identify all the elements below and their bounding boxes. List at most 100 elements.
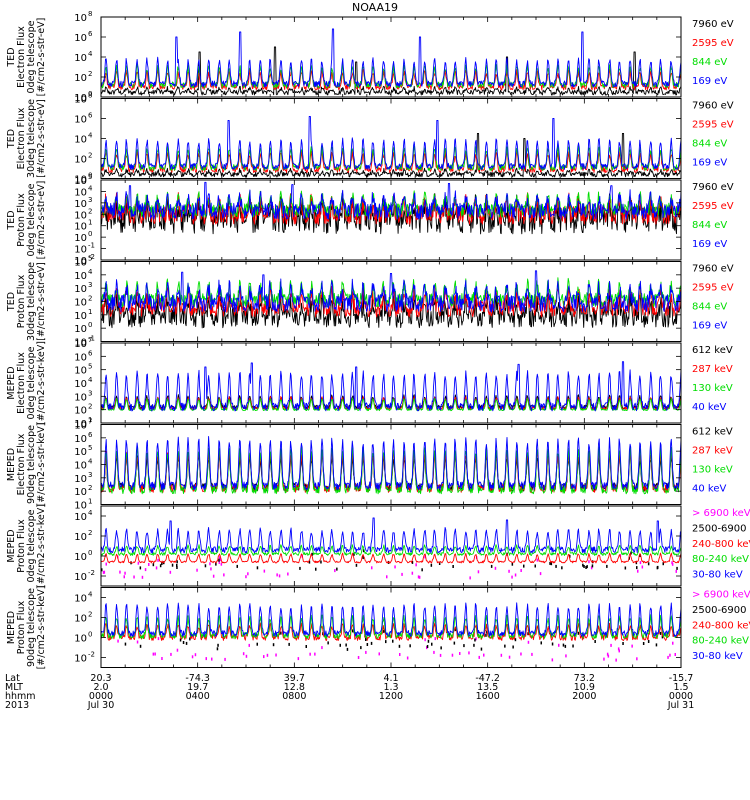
series-point: [176, 648, 179, 652]
series-point: [622, 642, 624, 645]
series-point: [215, 562, 217, 566]
y-tick-label: 10: [74, 552, 87, 563]
series-point: [297, 657, 300, 661]
series-point: [136, 640, 139, 644]
series-point: [119, 570, 121, 574]
y-axis-label: 0deg telescope: [26, 183, 37, 256]
x-tick-label: 0800: [282, 691, 306, 702]
series-point: [586, 565, 588, 569]
series-point: [141, 575, 144, 579]
series-point: [630, 551, 632, 555]
series-point: [440, 646, 442, 650]
series-point: [551, 642, 554, 646]
series-line: [101, 517, 681, 554]
legend-entry: 2595 eV: [692, 201, 734, 212]
series-point: [311, 552, 313, 556]
y-tick-exponent: 2: [88, 70, 92, 78]
x-tick-label: 1600: [476, 691, 500, 702]
y-tick-exponent: 0: [88, 631, 92, 639]
series-point: [454, 628, 457, 632]
legend-entry: 844 eV: [692, 220, 727, 231]
series-point: [370, 641, 373, 645]
y-axis-label: [#/cm2-s-str-keV]: [36, 504, 47, 588]
y-tick-label: 10: [74, 654, 87, 665]
y-axis-label: 0deg telescope: [26, 20, 37, 93]
series-point: [204, 564, 207, 568]
y-tick-label: 10: [74, 474, 87, 485]
x-tick-label: 2.0: [93, 682, 108, 693]
series-point: [606, 564, 608, 568]
legend-entry: 169 eV: [692, 239, 727, 250]
y-tick-exponent: 2: [88, 152, 92, 160]
series-point: [561, 566, 563, 570]
panel-traces: [101, 361, 681, 412]
y-axis-label: Proton Flux: [16, 519, 27, 573]
y-tick-exponent: 3: [88, 389, 92, 397]
legend-entry: 80-240 keV: [692, 554, 749, 565]
legend-entry: 287 keV: [692, 446, 733, 457]
series-point: [426, 645, 429, 648]
series-point: [266, 653, 269, 657]
legend-entry: 30-80 keV: [692, 651, 743, 662]
x-tick-label: 20.3: [90, 673, 111, 684]
chart-title: NOAA19: [352, 1, 398, 14]
series-point: [124, 642, 127, 646]
series-point: [475, 637, 477, 641]
x-axis-row-label: Lat: [5, 673, 20, 684]
series-point: [287, 572, 289, 576]
y-axis-label: Electron Flux: [16, 26, 27, 88]
y-axis-label: Electron Flux: [16, 107, 27, 169]
y-tick-label: 10: [74, 135, 87, 146]
y-tick-label: 10: [74, 199, 87, 210]
series-point: [209, 562, 211, 566]
series-point: [624, 566, 627, 570]
y-tick-label: 10: [74, 284, 87, 295]
series-point: [453, 641, 456, 645]
y-axis-label: MEPED: [6, 611, 17, 644]
y-tick-label: 10: [74, 352, 87, 363]
series-point: [647, 640, 650, 643]
series-point: [157, 558, 159, 562]
series-point: [360, 646, 362, 650]
series-point: [662, 562, 664, 566]
series-point: [610, 643, 612, 647]
y-tick-label: 10: [74, 245, 87, 256]
y-tick-label: 10: [74, 419, 87, 430]
series-point: [549, 561, 551, 565]
panel-frame: [100, 424, 682, 505]
series-point: [218, 558, 220, 562]
x-tick-label: 1.3: [383, 682, 398, 693]
series-point: [647, 562, 650, 566]
series-point: [217, 643, 219, 647]
series-point: [124, 571, 126, 575]
series-point: [247, 572, 249, 576]
series-point: [511, 562, 514, 566]
x-tick-label: 39.7: [284, 673, 305, 684]
series-point: [309, 652, 311, 656]
series-point: [641, 565, 644, 569]
series-line: [101, 397, 681, 412]
series-point: [659, 631, 662, 635]
series-point: [327, 641, 329, 645]
y-tick-exponent: 7: [88, 418, 92, 426]
y-tick-label: 10: [74, 434, 87, 445]
series-point: [565, 654, 567, 658]
series-point: [480, 647, 483, 651]
series-point: [278, 574, 281, 578]
series-point: [527, 640, 530, 644]
series-point: [451, 653, 454, 657]
series-point: [133, 575, 135, 579]
series-point: [473, 643, 475, 647]
series-point: [411, 571, 414, 575]
series-point: [102, 570, 105, 574]
series-point: [139, 644, 142, 648]
y-tick-exponent: 0: [88, 230, 92, 238]
y-axis-label: [#/cm2-s-str-keV]: [36, 423, 47, 507]
y-tick-exponent: 4: [88, 184, 93, 192]
series-point: [346, 647, 349, 651]
y-tick-label: 10: [74, 487, 87, 498]
y-tick-label: 10: [74, 176, 87, 187]
series-point: [421, 568, 423, 572]
